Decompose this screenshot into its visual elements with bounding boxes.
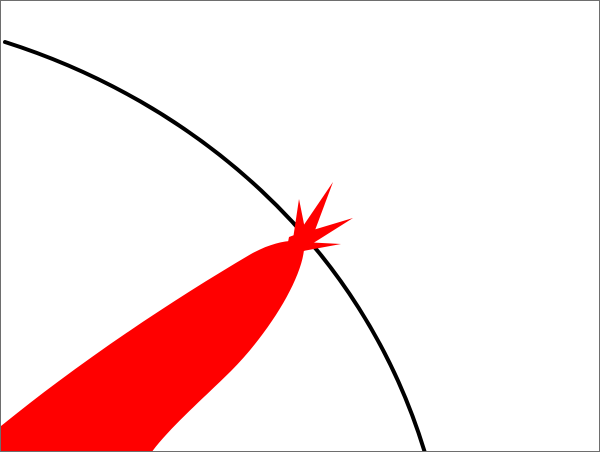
- impact-burst: [287, 182, 353, 253]
- burst-spike: [297, 182, 333, 241]
- boundary-arc: [3, 40, 427, 451]
- burst-spike: [303, 218, 353, 247]
- burst-core: [287, 231, 313, 253]
- impact-drop: [1, 240, 305, 451]
